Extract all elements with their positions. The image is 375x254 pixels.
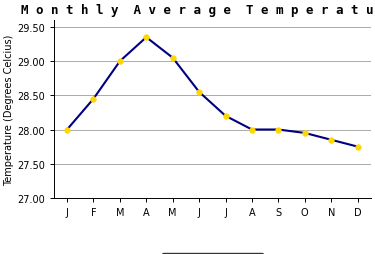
Title: M o n t h l y  A v e r a g e  T e m p e r a t u r e: M o n t h l y A v e r a g e T e m p e r … bbox=[21, 4, 375, 17]
Y-axis label: Temperature (Degrees Celcius): Temperature (Degrees Celcius) bbox=[4, 34, 14, 185]
Legend: Temperature: Temperature bbox=[162, 252, 263, 254]
